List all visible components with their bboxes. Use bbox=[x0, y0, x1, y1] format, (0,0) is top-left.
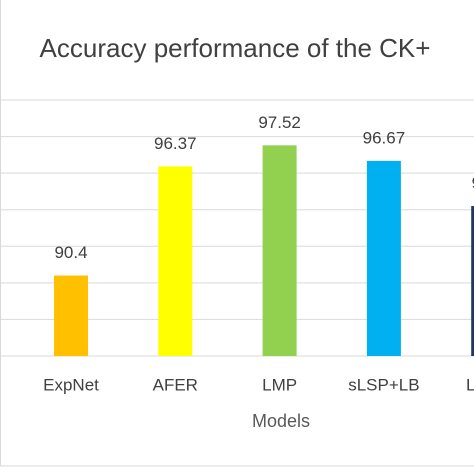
bar bbox=[471, 206, 474, 356]
chart-title: Accuracy performance of the CK+ bbox=[40, 33, 431, 63]
data-label: 96.67 bbox=[363, 128, 406, 147]
x-tick-label: sLSP+LB bbox=[348, 375, 419, 394]
bar bbox=[366, 160, 401, 356]
x-tick-label: AFER bbox=[153, 375, 198, 394]
bar bbox=[158, 166, 193, 356]
x-axis-label: Models bbox=[252, 411, 310, 431]
x-tick-label: LMP bbox=[262, 375, 297, 394]
data-label: 96.37 bbox=[154, 134, 197, 153]
bar bbox=[262, 145, 297, 356]
data-label: 90.4 bbox=[54, 243, 87, 262]
x-tick-label: ExpNet bbox=[43, 375, 99, 394]
data-label: 94.2 bbox=[472, 174, 474, 193]
bar bbox=[54, 275, 88, 356]
x-tick-label: L bbox=[466, 375, 474, 394]
data-label: 97.52 bbox=[258, 113, 301, 132]
